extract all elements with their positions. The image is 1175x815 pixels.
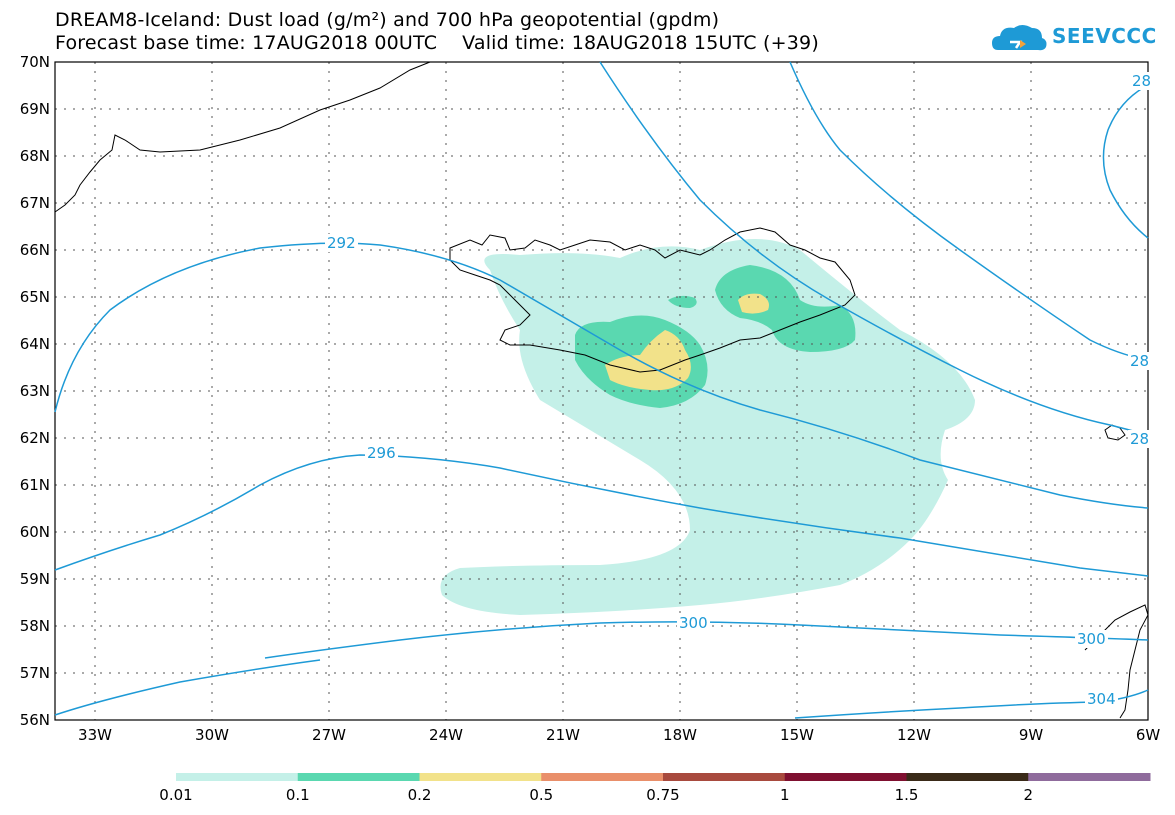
longitude-label: 9W xyxy=(1018,726,1044,744)
latitude-label: 60N xyxy=(19,523,50,541)
longitude-label: 6W xyxy=(1135,726,1161,744)
contour-label-28-ne: 28 xyxy=(1130,72,1154,90)
cloud-logo-icon xyxy=(992,25,1047,51)
longitude-label: 27W xyxy=(312,726,346,744)
longitude-label: 12W xyxy=(897,726,931,744)
contour-label-28-mid: 28 xyxy=(1128,352,1152,370)
colorbar-tick-label: 2 xyxy=(1023,786,1034,804)
map-title: DREAM8-Iceland: Dust load (g/m²) and 700… xyxy=(55,9,720,31)
latitude-label: 65N xyxy=(19,288,50,306)
colorbar-tick-label: 0.1 xyxy=(285,786,310,804)
latitude-label: 66N xyxy=(19,241,50,259)
map-frame xyxy=(54,61,1149,721)
contour-296 xyxy=(54,454,1149,577)
latitude-label: 56N xyxy=(19,711,50,729)
latitude-label: 69N xyxy=(19,100,50,118)
longitude-label: 15W xyxy=(780,726,814,744)
colorbar-tick-label: 0.01 xyxy=(159,786,193,804)
latitude-label: 63N xyxy=(19,382,50,400)
latitude-label: 59N xyxy=(19,570,50,588)
colorbar-tick-label: 0.75 xyxy=(646,786,680,804)
dust-region-mid-east xyxy=(715,265,856,352)
contour-288-mid xyxy=(789,61,1149,361)
longitude-label: 24W xyxy=(429,726,463,744)
latitude-label: 58N xyxy=(19,617,50,635)
contour-label-300: 300 xyxy=(677,614,710,632)
contour-300-sw xyxy=(54,659,321,716)
graticule xyxy=(55,62,1148,720)
latitude-label: 62N xyxy=(19,429,50,447)
contour-label-28-low: 28 xyxy=(1128,430,1152,448)
colorbar-tick-label: 0.2 xyxy=(407,786,432,804)
contour-label-292: 292 xyxy=(325,234,358,252)
latitude-label: 61N xyxy=(19,476,50,494)
iceland-coast xyxy=(449,227,856,373)
longitude-label: 33W xyxy=(78,726,112,744)
contour-292 xyxy=(54,242,1149,509)
greenland-coast xyxy=(54,61,431,213)
contour-label-296: 296 xyxy=(365,444,398,462)
dust-region-mid-small xyxy=(668,295,697,308)
colorbar-tick-label: 1.5 xyxy=(894,786,919,804)
longitude-label: 30W xyxy=(195,726,229,744)
colorbar-tick-label: 0.5 xyxy=(529,786,554,804)
contour-label-300-east: 300 xyxy=(1075,630,1108,648)
colorbar-tick-label: 1 xyxy=(779,786,790,804)
dust-region-low xyxy=(440,239,975,615)
geopotential-contours xyxy=(54,61,1149,719)
dust-load-layer xyxy=(440,239,975,615)
latitude-label: 67N xyxy=(19,194,50,212)
dust-region-high-east xyxy=(738,293,769,314)
map-subtitle: Forecast base time: 17AUG2018 00UTC Vali… xyxy=(55,32,819,54)
contour-288-ne xyxy=(1102,84,1149,239)
logo-text: SEEVCCC xyxy=(1052,24,1157,48)
contour-288-north xyxy=(599,61,1149,436)
latitude-label: 70N xyxy=(19,53,50,71)
longitude-label: 18W xyxy=(663,726,697,744)
contour-label-304: 304 xyxy=(1085,690,1118,708)
latitude-label: 68N xyxy=(19,147,50,165)
latitude-label: 57N xyxy=(19,664,50,682)
longitude-label: 21W xyxy=(546,726,580,744)
faroe-coast xyxy=(1104,424,1126,441)
latitude-label: 64N xyxy=(19,335,50,353)
